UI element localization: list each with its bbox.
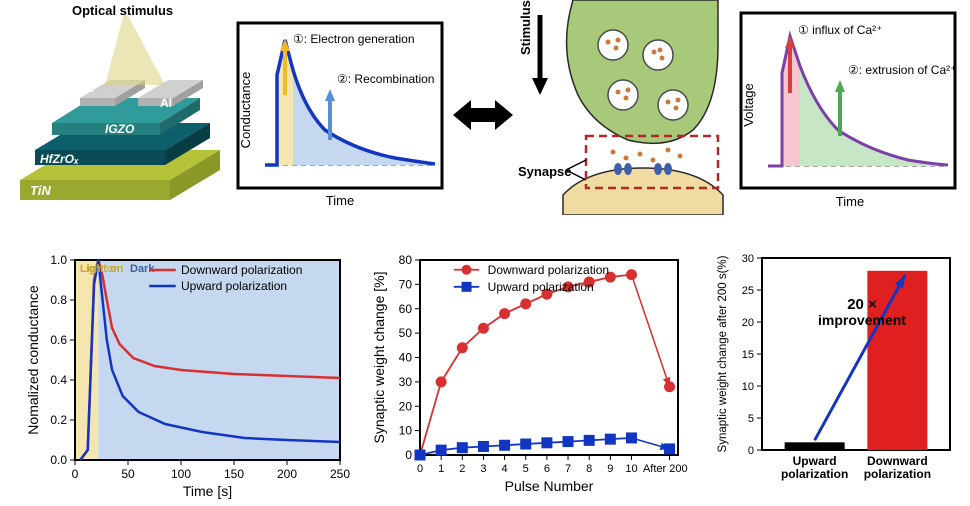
label-influx: ① influx of Ca²⁺ xyxy=(798,23,882,37)
svg-text:Synaptic weight change after 2: Synaptic weight change after 200 s(%) xyxy=(717,255,729,452)
svg-text:70: 70 xyxy=(399,277,413,291)
svg-text:1.0: 1.0 xyxy=(50,253,67,267)
svg-text:0: 0 xyxy=(748,445,754,457)
label-optical-stimulus: Optical stimulus xyxy=(72,3,173,18)
svg-text:20: 20 xyxy=(742,317,754,329)
svg-text:7: 7 xyxy=(565,463,571,475)
svg-text:20 ×: 20 × xyxy=(847,296,877,313)
svg-text:3: 3 xyxy=(480,463,486,475)
svg-text:polarization: polarization xyxy=(864,467,931,481)
voltage-chart: ① influx of Ca²⁺ ②: extrusion of Ca²⁺ Ti… xyxy=(738,10,958,210)
svg-text:1: 1 xyxy=(438,463,444,475)
svg-text:Upward polarization: Upward polarization xyxy=(181,279,287,293)
svg-text:100: 100 xyxy=(171,467,191,481)
svg-text:5: 5 xyxy=(748,413,754,425)
svg-text:10: 10 xyxy=(399,424,413,438)
synapse-diagram: Stimulus Synapse xyxy=(518,0,728,215)
svg-text:polarization: polarization xyxy=(781,467,848,481)
label-stimulus: Stimulus xyxy=(518,0,533,55)
label-tin: TiN xyxy=(30,183,51,198)
svg-text:0.2: 0.2 xyxy=(50,413,67,427)
svg-text:50: 50 xyxy=(121,467,135,481)
label-synapse: Synapse xyxy=(518,164,571,179)
svg-text:60: 60 xyxy=(399,302,413,316)
svg-text:Downward: Downward xyxy=(867,454,928,468)
svg-text:Nomalized conductance: Nomalized conductance xyxy=(25,285,41,435)
svg-text:Upward: Upward xyxy=(793,454,837,468)
svg-text:50: 50 xyxy=(399,326,413,340)
svg-text:6: 6 xyxy=(544,463,550,475)
svg-text:Upward polarization: Upward polarization xyxy=(488,280,594,294)
svg-text:Synaptic weight change [%]: Synaptic weight change [%] xyxy=(371,272,387,444)
svg-text:0: 0 xyxy=(417,463,423,475)
svg-text:Light on: Light on xyxy=(80,263,119,275)
svg-text:250: 250 xyxy=(330,467,350,481)
svg-text:25: 25 xyxy=(742,285,754,297)
optical-cone: Optical stimulus xyxy=(72,3,173,85)
weight-change-chart: 0 10 20 30 40 50 60 70 80 0 1 2 3 4 5 6 7 8 9 10 After 200 s… xyxy=(368,250,688,500)
svg-text:5: 5 xyxy=(523,463,529,475)
label-al-1: Al xyxy=(82,81,94,95)
label-igzo: IGZO xyxy=(105,122,135,136)
svg-text:improvement: improvement xyxy=(818,312,906,328)
svg-text:4: 4 xyxy=(502,463,508,475)
xlabel-time: Time xyxy=(326,193,354,208)
svg-text:0.6: 0.6 xyxy=(50,333,67,347)
svg-text:20: 20 xyxy=(399,399,413,413)
svg-text:After 200 s: After 200 s xyxy=(643,463,688,475)
device-3d-diagram: TiN HfZrOₓ IGZO Al Al Optical stimulus xyxy=(10,0,230,220)
conductance-chart: ①: Electron generation ②: Recombination … xyxy=(235,20,445,210)
ylabel-conductance: Conductance xyxy=(238,72,253,149)
svg-text:15: 15 xyxy=(742,349,754,361)
svg-text:Time [s]: Time [s] xyxy=(183,483,232,499)
svg-text:0: 0 xyxy=(72,467,79,481)
svg-text:10: 10 xyxy=(625,463,637,475)
label-electron-gen: ①: Electron generation xyxy=(293,32,415,46)
svg-text:30: 30 xyxy=(399,375,413,389)
svg-text:2: 2 xyxy=(459,463,465,475)
svg-text:80: 80 xyxy=(399,253,413,267)
improvement-bar-chart: 05101520253020 ×improvementUpwardpolariz… xyxy=(710,250,960,500)
svg-text:Pulse Number: Pulse Number xyxy=(505,478,594,494)
double-arrow xyxy=(453,95,513,135)
label-extrusion: ②: extrusion of Ca²⁺ xyxy=(848,63,956,77)
presynaptic xyxy=(567,0,718,143)
svg-text:30: 30 xyxy=(742,253,754,265)
svg-text:150: 150 xyxy=(224,467,244,481)
label-recombination: ②: Recombination xyxy=(337,72,434,86)
released-nt xyxy=(611,148,683,163)
normalized-conductance-chart: 0.0 0.2 0.4 0.6 0.8 1.0 0 50 100 150 200 250 Light o… xyxy=(20,250,350,500)
svg-text:Downward polarization: Downward polarization xyxy=(181,263,302,277)
svg-text:8: 8 xyxy=(586,463,592,475)
stimulus-arrow: Stimulus xyxy=(518,0,548,95)
svg-text:0.4: 0.4 xyxy=(50,373,67,387)
label-al-2: Al xyxy=(160,96,172,110)
xlabel-time2: Time xyxy=(836,194,864,209)
svg-text:0.0: 0.0 xyxy=(50,453,67,467)
svg-text:10: 10 xyxy=(742,381,754,393)
ylabel-voltage: Voltage xyxy=(741,83,756,126)
svg-text:9: 9 xyxy=(607,463,613,475)
svg-text:0: 0 xyxy=(405,448,412,462)
label-hfzrox: HfZrOₓ xyxy=(40,152,79,166)
svg-text:40: 40 xyxy=(399,351,413,365)
svg-text:Downward polarization: Downward polarization xyxy=(488,263,609,277)
svg-text:200: 200 xyxy=(277,467,297,481)
svg-text:0.8: 0.8 xyxy=(50,293,67,307)
